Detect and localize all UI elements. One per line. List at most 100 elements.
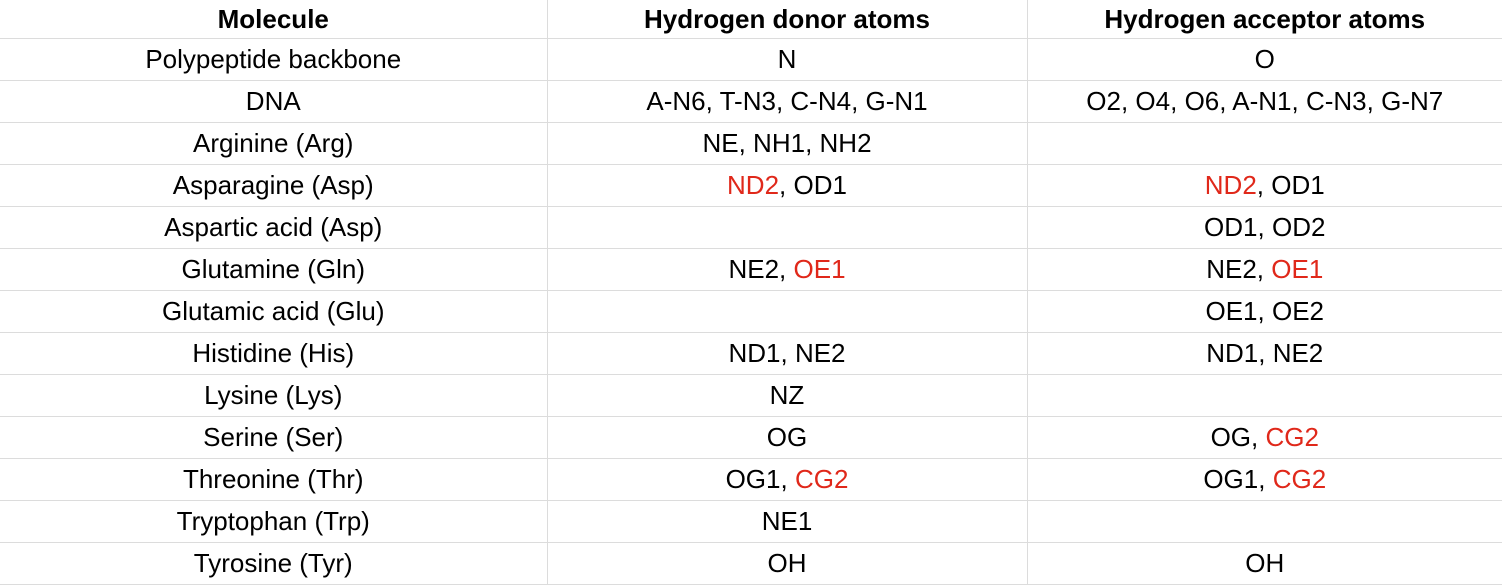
highlighted-atom-label: CG2 [1272,464,1327,494]
donor-atoms-cell: ND2, OD1 [547,164,1028,207]
atom-label: OG1 [1203,464,1259,494]
table-row: Arginine (Arg) NE, NH1, NH2 [0,122,1502,165]
table-row: DNA A-N6, T-N3, C-N4, G-N1 O2, O4, O6, A-N… [0,80,1502,123]
atom-label: NH2 [819,128,872,158]
atom-label: OD1 [1204,212,1258,242]
header-row: Molecule Hydrogen donor atoms Hydrogen a… [0,0,1502,39]
atom-label: OG1 [725,464,781,494]
atom-label: NE2 [1272,338,1324,368]
molecule-cell: Tyrosine (Tyr) [0,542,548,585]
atom-label: G-N7 [1381,86,1444,116]
highlighted-atom-label: CG2 [794,464,849,494]
atom-label: NE2 [794,338,846,368]
donor-atoms-cell: NE, NH1, NH2 [547,122,1028,165]
atom-label: OG [766,422,808,452]
table-row: Asparagine (Asp) ND2, OD1 ND2, OD1 [0,164,1502,207]
atom-label: T-N3 [719,86,776,116]
acceptor-atoms-cell: O [1027,38,1502,81]
donor-atoms-cell: N [547,38,1028,81]
table-row: Lysine (Lys) NZ [0,374,1502,417]
molecule-cell: Aspartic acid (Asp) [0,206,548,249]
molecule-cell: Histidine (His) [0,332,548,375]
header-donor-atoms: Hydrogen donor atoms [547,0,1028,39]
atom-label: OE1 [1205,296,1258,326]
atom-label: NE2 [1206,254,1257,284]
atom-label: ND1 [728,338,781,368]
table-row: Glutamine (Gln) NE2, OE1 NE2, OE1 [0,248,1502,291]
acceptor-atoms-cell: OG1, CG2 [1027,458,1502,501]
acceptor-atoms-cell: OH [1027,542,1502,585]
highlighted-atom-label: CG2 [1265,422,1319,452]
atom-label: C-N3 [1305,86,1367,116]
atom-label: OD1 [793,170,847,200]
highlighted-atom-label: ND2 [727,170,780,200]
acceptor-atoms-cell: O2, O4, O6, A-N1, C-N3, G-N7 [1027,80,1502,123]
atom-label: NE2 [728,254,780,284]
atom-label: NZ [769,380,805,410]
molecule-cell: DNA [0,80,548,123]
atom-label: OD2 [1271,212,1326,242]
donor-atoms-cell: NZ [547,374,1028,417]
header-acceptor-atoms: Hydrogen acceptor atoms [1027,0,1502,39]
table-row: Glutamic acid (Glu) OE1, OE2 [0,290,1502,333]
table-header: Molecule Hydrogen donor atoms Hydrogen a… [0,0,1502,39]
molecule-cell: Serine (Ser) [0,416,548,459]
highlighted-atom-label: ND2 [1204,170,1257,200]
atom-label: OH [1245,548,1285,578]
acceptor-atoms-cell [1027,122,1502,165]
acceptor-atoms-cell: OE1, OE2 [1027,290,1502,333]
table-row: Tyrosine (Tyr) OH OH [0,542,1502,585]
atom-label: NE [702,128,739,158]
donor-atoms-cell: NE1 [547,500,1028,543]
atom-label: O4 [1135,86,1171,116]
atom-label: NE1 [761,506,813,536]
acceptor-atoms-cell [1027,500,1502,543]
atom-label: G-N1 [865,86,928,116]
atom-label: A-N6 [646,86,706,116]
molecule-cell: Tryptophan (Trp) [0,500,548,543]
header-molecule: Molecule [0,0,548,39]
atom-label: O2 [1086,86,1121,116]
atom-label: OG [1210,422,1252,452]
atom-label: C-N4 [790,86,852,116]
table-row: Histidine (His) ND1, NE2 ND1, NE2 [0,332,1502,375]
donor-atoms-cell: OG [547,416,1028,459]
donor-atoms-cell: OH [547,542,1028,585]
molecule-cell: Glutamic acid (Glu) [0,290,548,333]
donor-atoms-cell: ND1, NE2 [547,332,1028,375]
donor-atoms-cell: A-N6, T-N3, C-N4, G-N1 [547,80,1028,123]
acceptor-atoms-cell: OG, CG2 [1027,416,1502,459]
atom-label: OD1 [1271,170,1325,200]
atom-label: OH [767,548,807,578]
atom-label: N [777,44,797,74]
acceptor-atoms-cell [1027,374,1502,417]
donor-atoms-cell [547,290,1028,333]
donor-atoms-cell: OG1, CG2 [547,458,1028,501]
molecule-cell: Asparagine (Asp) [0,164,548,207]
acceptor-atoms-cell: ND2, OD1 [1027,164,1502,207]
atom-label: A-N1 [1232,86,1292,116]
atom-label: NH1 [753,128,806,158]
table-row: Aspartic acid (Asp) OD1, OD2 [0,206,1502,249]
atom-label: O6 [1184,86,1220,116]
table-row: Serine (Ser) OG OG, CG2 [0,416,1502,459]
highlighted-atom-label: OE1 [793,254,846,284]
donor-atoms-cell: NE2, OE1 [547,248,1028,291]
acceptor-atoms-cell: OD1, OD2 [1027,206,1502,249]
molecule-cell: Arginine (Arg) [0,122,548,165]
molecule-cell: Threonine (Thr) [0,458,548,501]
table-body: Polypeptide backbone N O DNA A-N6, T-N3, C-N… [0,38,1502,585]
molecule-cell: Glutamine (Gln) [0,248,548,291]
table-row: Tryptophan (Trp) NE1 [0,500,1502,543]
table-row: Threonine (Thr) OG1, CG2 OG1, CG2 [0,458,1502,501]
molecule-cell: Lysine (Lys) [0,374,548,417]
donor-atoms-cell [547,206,1028,249]
highlighted-atom-label: OE1 [1271,254,1324,284]
molecule-cell: Polypeptide backbone [0,38,548,81]
table-row: Polypeptide backbone N O [0,38,1502,81]
atom-label: ND1 [1206,338,1259,368]
acceptor-atoms-cell: ND1, NE2 [1027,332,1502,375]
acceptor-atoms-cell: NE2, OE1 [1027,248,1502,291]
atom-label: O [1254,44,1275,74]
